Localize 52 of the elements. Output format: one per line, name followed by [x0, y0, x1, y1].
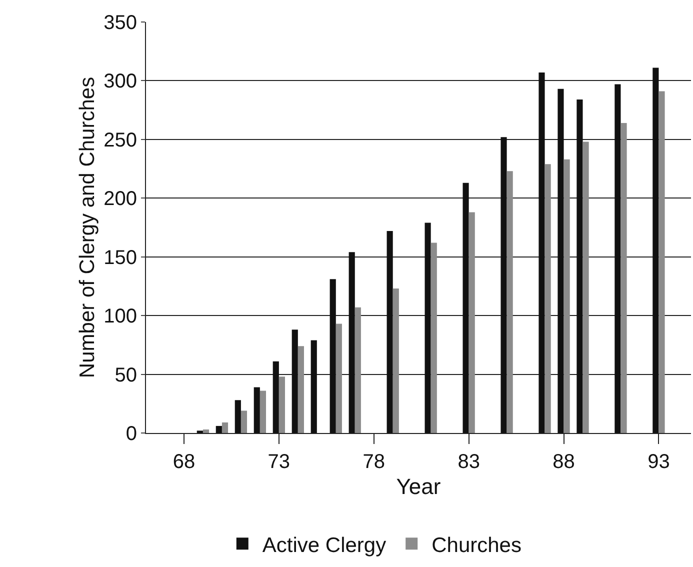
bar — [620, 122, 627, 433]
bar — [576, 100, 583, 433]
x-axis-title: Year — [396, 474, 441, 499]
bar — [202, 429, 210, 433]
bar — [462, 182, 469, 433]
bar — [278, 376, 285, 433]
bar — [330, 279, 336, 433]
bar — [500, 137, 507, 433]
y-tick-label: 100 — [104, 306, 137, 328]
bar — [564, 159, 570, 433]
bar — [260, 390, 266, 433]
x-tick-label: 88 — [552, 451, 575, 473]
y-axis-title: Number of Clergy and Churches — [76, 76, 99, 378]
y-tick-label: 200 — [104, 188, 137, 210]
x-tick-label: 68 — [172, 451, 196, 473]
x-tick-label: 78 — [362, 451, 385, 473]
bar — [336, 324, 342, 433]
bar — [658, 91, 665, 433]
bar — [254, 387, 260, 433]
y-tick-label: 150 — [104, 246, 137, 269]
bar — [652, 68, 659, 433]
bar — [558, 88, 564, 433]
bar — [430, 242, 437, 433]
bar — [424, 222, 431, 433]
legend-label: Active Clergy — [262, 534, 387, 557]
x-tick-label: 93 — [648, 451, 670, 473]
bar — [538, 72, 545, 433]
bar — [582, 142, 589, 433]
bar — [298, 346, 304, 433]
bar — [234, 400, 241, 433]
bar — [310, 340, 317, 433]
bar — [544, 164, 551, 433]
bar — [392, 288, 399, 433]
y-tick-label: 0 — [126, 423, 137, 445]
x-tick-label: 73 — [268, 451, 290, 473]
bar — [222, 422, 228, 433]
bar — [240, 410, 248, 433]
y-tick-label: 350 — [104, 12, 137, 34]
y-tick-label: 250 — [104, 129, 137, 152]
y-tick-label: 300 — [104, 70, 137, 93]
bar — [354, 307, 361, 433]
bar — [468, 212, 475, 433]
y-tick-label: 50 — [114, 364, 137, 386]
legend-label: Churches — [432, 534, 522, 557]
bar — [386, 231, 393, 433]
bar — [292, 330, 298, 433]
x-tick-label: 83 — [458, 451, 480, 473]
bar — [272, 361, 279, 433]
bar — [614, 84, 621, 433]
bar — [216, 426, 222, 433]
bar — [506, 171, 513, 433]
bar — [348, 252, 355, 433]
